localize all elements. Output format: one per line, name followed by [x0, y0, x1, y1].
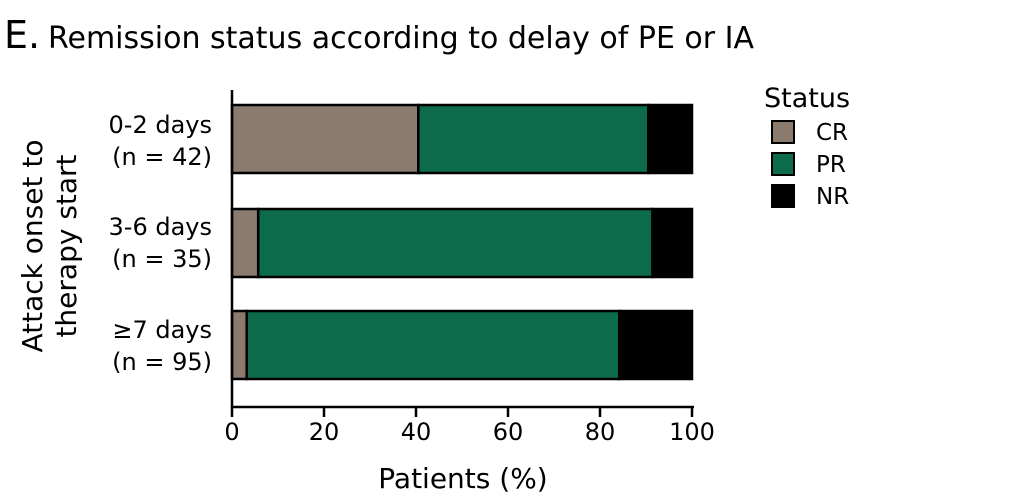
bar-segment-cr-0 [230, 103, 420, 175]
bar-segment-nr-0 [647, 103, 694, 175]
category-label-2-line1: ≥7 days [112, 316, 212, 344]
x-ticks: 0 20 40 60 80 100 [224, 407, 715, 446]
category-label-1-line1: 3-6 days [109, 213, 212, 241]
y-axis-title-line2: therapy start [50, 154, 83, 337]
bar-segment-pr-0 [417, 103, 650, 175]
legend: Status CR PR NR [764, 83, 850, 210]
legend-swatch-cr [771, 120, 795, 144]
category-label-1-line2: (n = 35) [112, 245, 212, 273]
bar-segment-nr-2 [618, 309, 694, 381]
x-tick-label-4: 80 [585, 418, 616, 446]
x-tick-label-3: 60 [493, 418, 524, 446]
chart-title: Remission status according to delay of P… [48, 21, 755, 56]
bar-segment-cr-2 [230, 309, 248, 381]
legend-swatch-nr [771, 184, 795, 208]
legend-label-cr: CR [816, 120, 848, 146]
legend-label-pr: PR [816, 152, 846, 178]
bar-segment-pr-2 [245, 309, 621, 381]
x-tick-label-5: 100 [669, 418, 715, 446]
legend-title: Status [764, 83, 850, 114]
x-axis-title: Patients (%) [378, 462, 547, 495]
bar-segment-cr-1 [230, 207, 260, 279]
y-axis-title-line1: Attack onset to [16, 140, 49, 353]
bar-segment-nr-1 [651, 207, 694, 279]
bars [230, 103, 694, 381]
category-label-0-line1: 0-2 days [109, 111, 212, 139]
category-labels: 0-2 days (n = 42) 3-6 days (n = 35) ≥7 d… [109, 111, 212, 376]
y-axis-title: Attack onset to therapy start [16, 140, 83, 353]
x-tick-label-1: 20 [309, 418, 340, 446]
legend-label-nr: NR [816, 184, 849, 210]
category-label-0-line2: (n = 42) [112, 143, 212, 171]
panel-letter: E. [4, 13, 40, 57]
x-tick-label-2: 40 [401, 418, 432, 446]
legend-swatch-pr [771, 152, 795, 176]
category-label-2-line2: (n = 95) [112, 348, 212, 376]
bar-segment-pr-1 [256, 207, 654, 279]
x-tick-label-0: 0 [224, 418, 239, 446]
